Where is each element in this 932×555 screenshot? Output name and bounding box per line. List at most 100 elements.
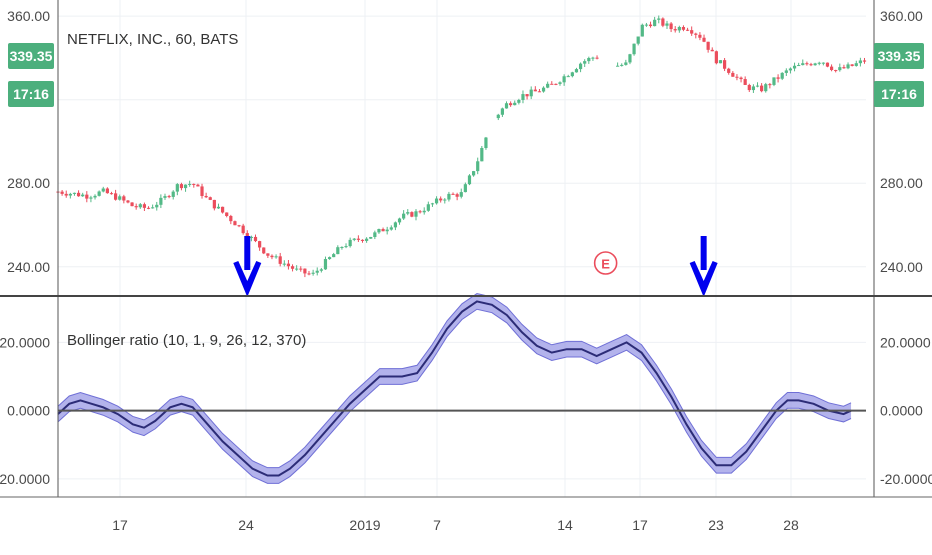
candle-body — [332, 254, 336, 258]
candle-body — [229, 215, 233, 222]
price-y-tick-label-right: 280.00 — [880, 175, 923, 191]
candle-body — [504, 103, 509, 109]
candle-body — [690, 30, 694, 34]
candle-body — [118, 196, 122, 200]
grid-lines — [58, 0, 866, 497]
candle-body — [216, 206, 221, 209]
candle-body — [788, 68, 793, 71]
earnings-circle — [593, 251, 618, 275]
last-price-badge-right-text: 339.35 — [878, 48, 921, 64]
candle-body — [315, 270, 319, 273]
candle-body — [171, 191, 175, 197]
candle-body — [459, 192, 463, 197]
candle-body — [105, 188, 109, 194]
candle-body — [200, 186, 204, 196]
indicator-y-tick-label-right: -20.0000 — [880, 471, 932, 487]
candle-body — [245, 233, 249, 238]
candle-body — [163, 196, 167, 198]
candle-body — [299, 268, 303, 270]
candle-body — [188, 183, 192, 185]
candle-body — [72, 192, 77, 194]
price-y-tick-label-right: 360.00 — [880, 8, 923, 24]
candle-body — [60, 191, 64, 194]
candle-body — [817, 62, 821, 64]
candle-body — [644, 24, 649, 26]
candle-body — [558, 82, 562, 84]
arrow-head — [233, 261, 262, 297]
candle-body — [858, 60, 862, 64]
indicator-y-tick-label-left: 0.0000 — [7, 403, 50, 419]
candle-body — [731, 72, 735, 77]
x-tick-label: 7 — [433, 517, 441, 533]
candle-body — [443, 199, 447, 201]
candle-body — [566, 76, 570, 78]
candle-body — [677, 27, 681, 31]
axes: 360.00 360.00 280.00 280.00 240.00 240.00 20.0… — [0, 0, 932, 533]
candle-body — [126, 200, 130, 203]
price-y-tick-label-right: 240.00 — [880, 259, 923, 275]
candle-body — [274, 256, 278, 258]
candle-body — [846, 64, 850, 69]
candle-body — [648, 24, 653, 27]
candle-body — [109, 193, 114, 195]
candle-body — [792, 65, 797, 69]
candle-body — [480, 148, 484, 162]
candle-body — [624, 62, 628, 65]
candle-body — [574, 69, 579, 73]
bollinger-ratio-line — [57, 300, 852, 477]
candle-body — [772, 77, 776, 85]
candle-body — [327, 257, 332, 260]
candle-body — [813, 63, 817, 66]
candle-body — [665, 23, 669, 26]
candle-body — [768, 84, 772, 86]
candle-body — [554, 83, 558, 85]
candle-body — [451, 193, 455, 195]
candle-body — [710, 49, 714, 52]
candle-body — [821, 62, 825, 64]
candle-body — [455, 194, 459, 197]
countdown-badge-right-text: 17:16 — [881, 86, 917, 102]
earnings-marker[interactable]: E — [593, 251, 618, 275]
down-arrow-markers — [233, 236, 718, 297]
candle-body — [196, 184, 200, 187]
candle-body — [521, 94, 525, 100]
candle-body — [389, 227, 393, 230]
candle-body — [825, 62, 830, 67]
candle-body — [142, 204, 147, 208]
candle-body — [430, 203, 435, 205]
candle-body — [669, 23, 673, 30]
price-pane-title: NETFLIX, INC., 60, BATS — [67, 31, 238, 48]
candle-body — [809, 64, 813, 66]
last-price-badge-left-bg — [8, 43, 54, 69]
candle-body — [447, 193, 451, 200]
candle-body — [797, 65, 801, 67]
candle-body — [517, 99, 521, 103]
candle-body — [471, 171, 476, 176]
indicator-y-tick-label-left: -20.0000 — [0, 471, 50, 487]
candle-body — [352, 238, 356, 240]
candle-body — [122, 196, 126, 201]
price-candles — [56, 15, 867, 278]
candle-body — [377, 229, 381, 233]
indicator-y-tick-label-right: 0.0000 — [880, 403, 923, 419]
candle-body — [101, 188, 105, 192]
candle-body — [496, 114, 500, 119]
candle-body — [681, 27, 686, 30]
candle-body — [653, 19, 657, 27]
candle-body — [151, 207, 155, 209]
candle-body — [360, 239, 365, 241]
candle-body — [735, 76, 739, 78]
candle-body — [253, 236, 258, 242]
candle-body — [418, 211, 422, 213]
candle-body — [743, 79, 747, 85]
candle-body — [694, 33, 698, 35]
candle-body — [286, 263, 291, 267]
candle-body — [114, 193, 118, 200]
candle-body — [776, 77, 780, 79]
candle-body — [68, 193, 72, 196]
candle-body — [311, 272, 315, 274]
candle-body — [587, 57, 591, 62]
candle-body — [81, 194, 85, 197]
candle-body — [525, 94, 529, 97]
